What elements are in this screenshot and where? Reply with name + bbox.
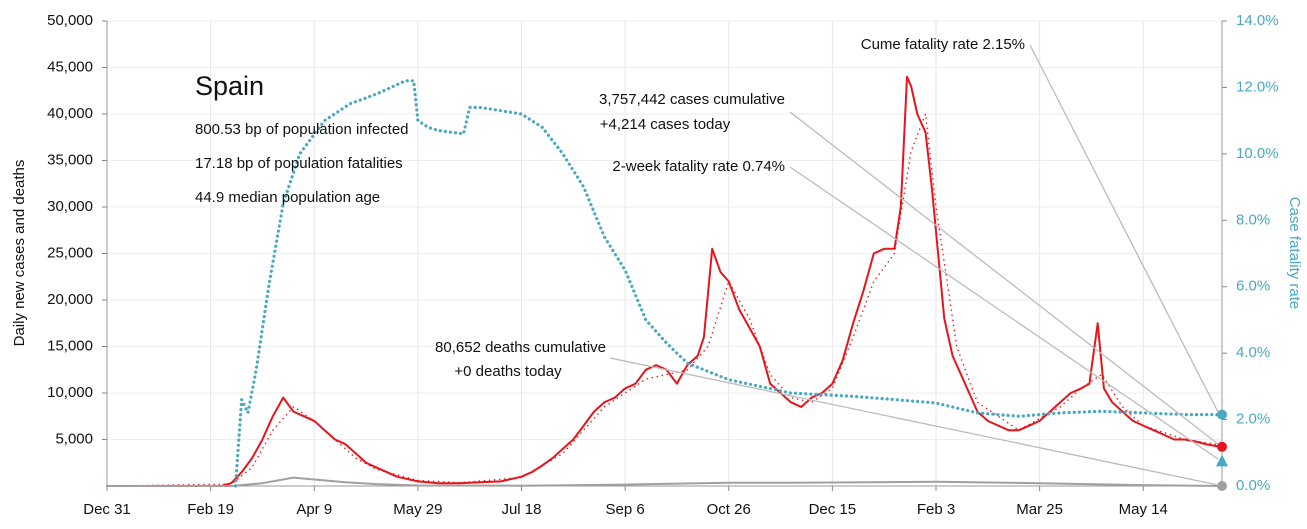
y-axis-title: Daily new cases and deaths [11, 160, 28, 347]
annotation: Cume fatality rate 2.15% [861, 36, 1025, 53]
x-tick-label: Feb 19 [187, 501, 234, 518]
y2-tick-label: 8.0% [1236, 211, 1270, 228]
x-tick-label: Dec 31 [83, 501, 131, 518]
end-marker [1217, 481, 1227, 491]
y2-tick-label: 10.0% [1236, 145, 1279, 162]
y2-tick-label: 0.0% [1236, 477, 1270, 494]
series-line [233, 79, 1224, 488]
y-tick-label: 45,000 [47, 58, 93, 75]
x-tick-label: Feb 3 [917, 501, 955, 518]
y2-tick-label: 4.0% [1236, 344, 1270, 361]
y2-tick-label: 12.0% [1236, 78, 1279, 95]
info-line: 800.53 bp of population infected [195, 121, 409, 138]
leader-line [789, 166, 1219, 460]
annotation: +0 deaths today [454, 363, 562, 380]
info-line: 44.9 median population age [195, 189, 380, 206]
y-tick-label: 30,000 [47, 198, 93, 215]
x-tick-label: Jul 18 [501, 501, 541, 518]
y-tick-label: 25,000 [47, 244, 93, 261]
series-line [107, 75, 1223, 487]
y2-tick-label: 6.0% [1236, 278, 1270, 295]
x-tick-label: May 29 [393, 501, 442, 518]
annotation: 3,757,442 cases cumulative [599, 91, 785, 108]
x-tick-label: Mar 25 [1016, 501, 1063, 518]
grid [102, 20, 1227, 491]
two-week-marker [1216, 454, 1228, 467]
x-tick-label: Sep 6 [606, 501, 645, 518]
leader-line [1029, 44, 1219, 413]
info-line: 17.18 bp of population fatalities [195, 155, 403, 172]
y-tick-label: 10,000 [47, 384, 93, 401]
leader-line [789, 111, 1219, 445]
y-tick-label: 50,000 [47, 12, 93, 29]
y-tick-label: 40,000 [47, 105, 93, 122]
country-name: Spain [195, 71, 264, 101]
leaders [609, 44, 1219, 486]
y2-tick-label: 14.0% [1236, 12, 1279, 29]
leader-line [609, 357, 1219, 486]
x-tick-label: Apr 9 [296, 501, 332, 518]
y-tick-label: 20,000 [47, 291, 93, 308]
y2-tick-label: 2.0% [1236, 411, 1270, 428]
annotation: 80,652 deaths cumulative [435, 339, 606, 356]
x-tick-label: Dec 15 [809, 501, 857, 518]
end-marker [1217, 409, 1227, 420]
lines [106, 75, 1228, 491]
x-tick-label: Oct 26 [707, 501, 751, 518]
series-line [106, 113, 1223, 487]
annotation: +4,214 cases today [600, 116, 731, 133]
y-tick-label: 5,000 [55, 430, 93, 447]
end-marker [1217, 441, 1227, 452]
y-tick-label: 35,000 [47, 151, 93, 168]
y-tick-label: 15,000 [47, 337, 93, 354]
y2-axis-title: Case fatality rate [1286, 197, 1303, 310]
series-line [107, 476, 1223, 487]
x-tick-label: May 14 [1119, 501, 1168, 518]
annotation: 2-week fatality rate 0.74% [612, 158, 785, 175]
